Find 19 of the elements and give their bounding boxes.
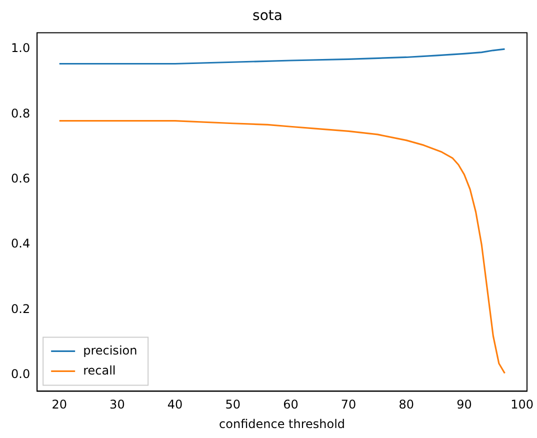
x-axis-title: confidence threshold <box>219 416 346 431</box>
x-tick-label: 80 <box>398 398 414 412</box>
x-tick-label: 20 <box>52 398 67 412</box>
x-tick-label: 100 <box>510 398 534 412</box>
y-tick-label: 0.0 <box>10 367 30 382</box>
y-tick-label: 0.4 <box>10 236 30 251</box>
y-tick-label: 0.2 <box>10 302 30 316</box>
x-tick-label: 50 <box>225 398 241 412</box>
legend-label: precision <box>83 343 138 358</box>
legend-label: recall <box>83 363 116 378</box>
x-tick-label: 40 <box>167 398 183 412</box>
x-tick-label: 30 <box>110 398 125 412</box>
y-tick-label: 0.6 <box>10 172 30 186</box>
x-tick-label: 60 <box>283 398 298 412</box>
chart-title: sota <box>252 8 282 24</box>
y-tick-label: 0.8 <box>10 106 30 120</box>
y-tick-label: 1.0 <box>10 41 30 56</box>
x-tick-label: 70 <box>340 398 356 412</box>
x-tick-label: 90 <box>456 398 472 412</box>
